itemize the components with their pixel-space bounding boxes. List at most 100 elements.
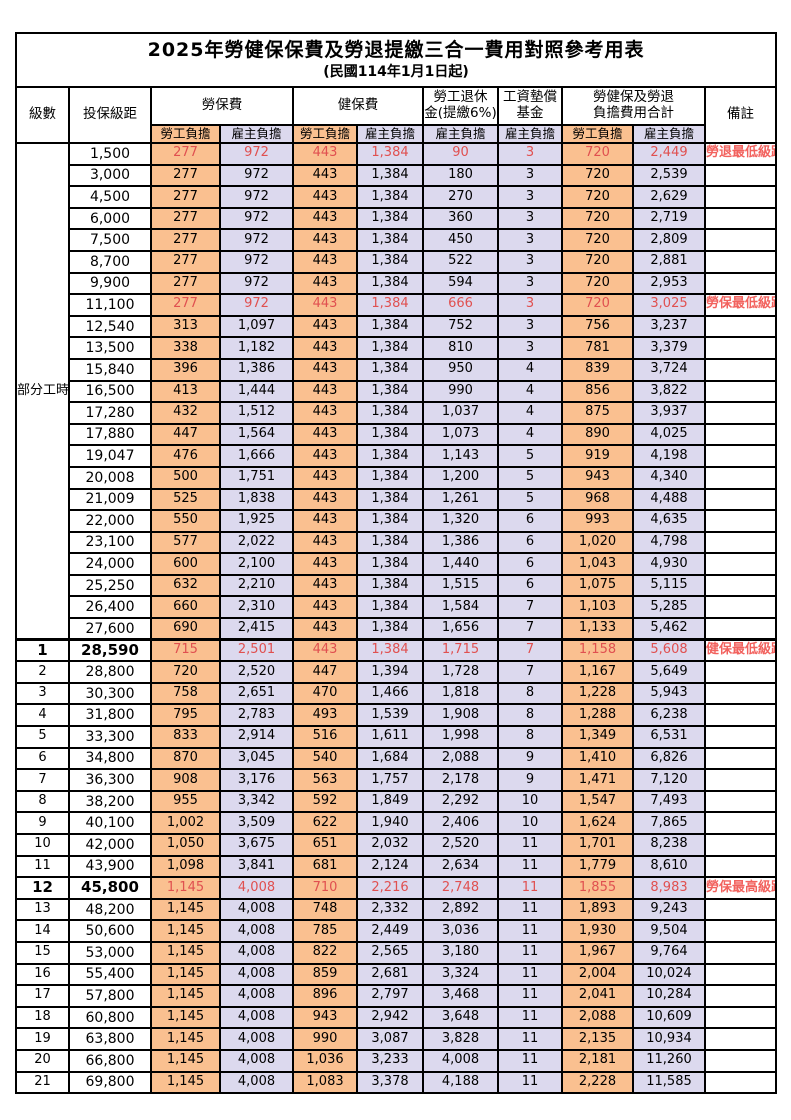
health-employer-cell: 1,940 xyxy=(356,811,424,835)
labor-employee-cell: 277 xyxy=(150,271,221,296)
labor-employee-cell: 277 xyxy=(150,163,221,188)
level-cell: 2 xyxy=(15,660,70,684)
remark-cell xyxy=(703,617,778,641)
labor-employee-cell: 413 xyxy=(150,379,221,404)
total-employer-cell: 5,649 xyxy=(632,660,706,684)
labor-employee-cell: 833 xyxy=(150,725,221,749)
total-employee-cell: 1,547 xyxy=(561,789,634,814)
wage-fund-employer-cell: 9 xyxy=(497,746,563,771)
total-employer-cell: 4,025 xyxy=(632,422,706,447)
salary-cell: 22,000 xyxy=(68,509,152,533)
wage-fund-employer-cell: 3 xyxy=(497,293,563,317)
labor-employee-cell: 277 xyxy=(150,249,221,274)
health-employer-cell: 1,384 xyxy=(356,249,424,274)
col-header-wage-fund: 工資墊償 基金 xyxy=(497,86,563,126)
labor-employee-cell: 525 xyxy=(150,487,221,512)
wage-fund-employer-cell: 11 xyxy=(497,854,563,879)
level-cell: 12 xyxy=(15,876,70,900)
col-header-labor-insurance: 勞保費 xyxy=(150,86,294,126)
total-employer-cell: 3,025 xyxy=(632,293,706,317)
total-employee-cell: 2,181 xyxy=(561,1048,634,1073)
wage-fund-employer-cell: 8 xyxy=(497,681,563,706)
table-row: 20,008 500 1,751 443 1,384 1,200 5 943 4,340 xyxy=(16,465,778,490)
level-cell: 19 xyxy=(15,1027,70,1051)
total-employer-cell: 5,285 xyxy=(632,595,706,620)
table-row: 10 42,000 1,050 3,675 651 2,032 2,520 11 1,701 8,… xyxy=(15,833,778,857)
remark-cell xyxy=(703,1048,778,1073)
labor-employee-cell: 338 xyxy=(150,336,221,360)
health-employee-cell: 651 xyxy=(292,833,358,857)
total-employer-cell: 10,934 xyxy=(632,1027,706,1051)
table-row: 3 30,300 758 2,651 470 1,466 1,818 8 1,228 5,943 xyxy=(15,681,778,706)
wage-fund-employer-cell: 3 xyxy=(497,336,563,360)
remark-cell xyxy=(703,725,778,749)
page-subtitle: (民國114年1月1日起) xyxy=(323,63,469,80)
labor-employer-cell: 4,008 xyxy=(219,1027,294,1051)
health-employee-cell: 516 xyxy=(292,725,358,749)
labor-employer-cell: 1,444 xyxy=(219,379,294,404)
total-employer-cell: 2,629 xyxy=(632,185,706,209)
labor-employer-cell: 972 xyxy=(219,228,294,252)
wage-fund-employer-cell: 3 xyxy=(497,228,563,252)
remark-cell: 勞保最低級距 xyxy=(703,293,778,317)
pension-employer-cell: 1,515 xyxy=(422,573,499,598)
pension-employer-cell: 3,180 xyxy=(422,940,499,965)
health-employee-cell: 443 xyxy=(292,509,358,533)
salary-cell: 11,100 xyxy=(68,293,152,317)
total-employee-cell: 993 xyxy=(561,509,634,533)
health-employer-cell: 2,797 xyxy=(356,984,424,1008)
wage-fund-employer-cell: 5 xyxy=(497,465,563,490)
salary-cell: 45,800 xyxy=(68,876,152,900)
wage-fund-employer-cell: 7 xyxy=(497,638,563,663)
health-employee-cell: 493 xyxy=(292,703,358,728)
total-employer-cell: 7,120 xyxy=(632,768,706,792)
health-employee-cell: 443 xyxy=(292,595,358,620)
wage-fund-employer-cell: 3 xyxy=(497,185,563,209)
remark-cell xyxy=(703,271,778,296)
health-employee-cell: 447 xyxy=(292,660,358,684)
labor-employee-cell: 908 xyxy=(150,768,221,792)
labor-employer-cell: 4,008 xyxy=(219,1070,294,1095)
total-employee-cell: 1,228 xyxy=(561,681,634,706)
table-row: 14 50,600 1,145 4,008 785 2,449 3,036 11 1,930 9,… xyxy=(15,919,778,943)
table-row: 12 45,800 1,145 4,008 710 2,216 2,748 11 1,855 8,… xyxy=(15,876,778,900)
salary-cell: 26,400 xyxy=(68,595,152,620)
pension-employer-cell: 522 xyxy=(422,249,499,274)
health-employee-cell: 443 xyxy=(292,293,358,317)
level-cell: 18 xyxy=(15,1005,70,1030)
labor-employer-cell: 2,310 xyxy=(219,595,294,620)
level-cell: 1 xyxy=(15,638,70,663)
labor-employee-cell: 715 xyxy=(150,638,221,663)
labor-employee-cell: 277 xyxy=(150,228,221,252)
salary-cell: 30,300 xyxy=(68,681,152,706)
total-employee-cell: 1,167 xyxy=(561,660,634,684)
remark-cell: 勞退最低級距 xyxy=(703,142,778,166)
pension-employer-cell: 950 xyxy=(422,357,499,382)
salary-cell: 69,800 xyxy=(68,1070,152,1095)
pension-employer-cell: 3,036 xyxy=(422,919,499,943)
health-employee-cell: 443 xyxy=(292,401,358,425)
pension-employer-cell: 666 xyxy=(422,293,499,317)
total-employee-cell: 1,930 xyxy=(561,919,634,943)
health-employer-cell: 2,565 xyxy=(356,940,424,965)
pension-employer-cell: 1,073 xyxy=(422,422,499,447)
labor-employer-cell: 1,666 xyxy=(219,444,294,468)
health-employee-cell: 443 xyxy=(292,573,358,598)
salary-cell: 23,100 xyxy=(68,530,152,555)
level-cell: 6 xyxy=(15,746,70,771)
table-row: 22,000 550 1,925 443 1,384 1,320 6 993 4,635 xyxy=(16,509,778,533)
wage-fund-employer-cell: 3 xyxy=(497,314,563,339)
total-employee-cell: 2,088 xyxy=(561,1005,634,1030)
labor-employee-cell: 277 xyxy=(150,206,221,231)
labor-employee-cell: 277 xyxy=(150,142,221,166)
labor-employer-cell: 2,914 xyxy=(219,725,294,749)
total-employee-cell: 1,020 xyxy=(561,530,634,555)
level-cell: 4 xyxy=(15,703,70,728)
total-employee-cell: 1,103 xyxy=(561,595,634,620)
header-row-groups: 級數 投保級距 勞保費 健保費 勞工退休 金(提繳6%) 工資墊償 基金 勞健保… xyxy=(15,86,778,144)
pension-employer-cell: 594 xyxy=(422,271,499,296)
labor-employee-cell: 1,145 xyxy=(150,962,221,987)
health-employer-cell: 1,611 xyxy=(356,725,424,749)
health-employer-cell: 3,233 xyxy=(356,1048,424,1073)
wage-fund-employer-cell: 7 xyxy=(497,617,563,641)
